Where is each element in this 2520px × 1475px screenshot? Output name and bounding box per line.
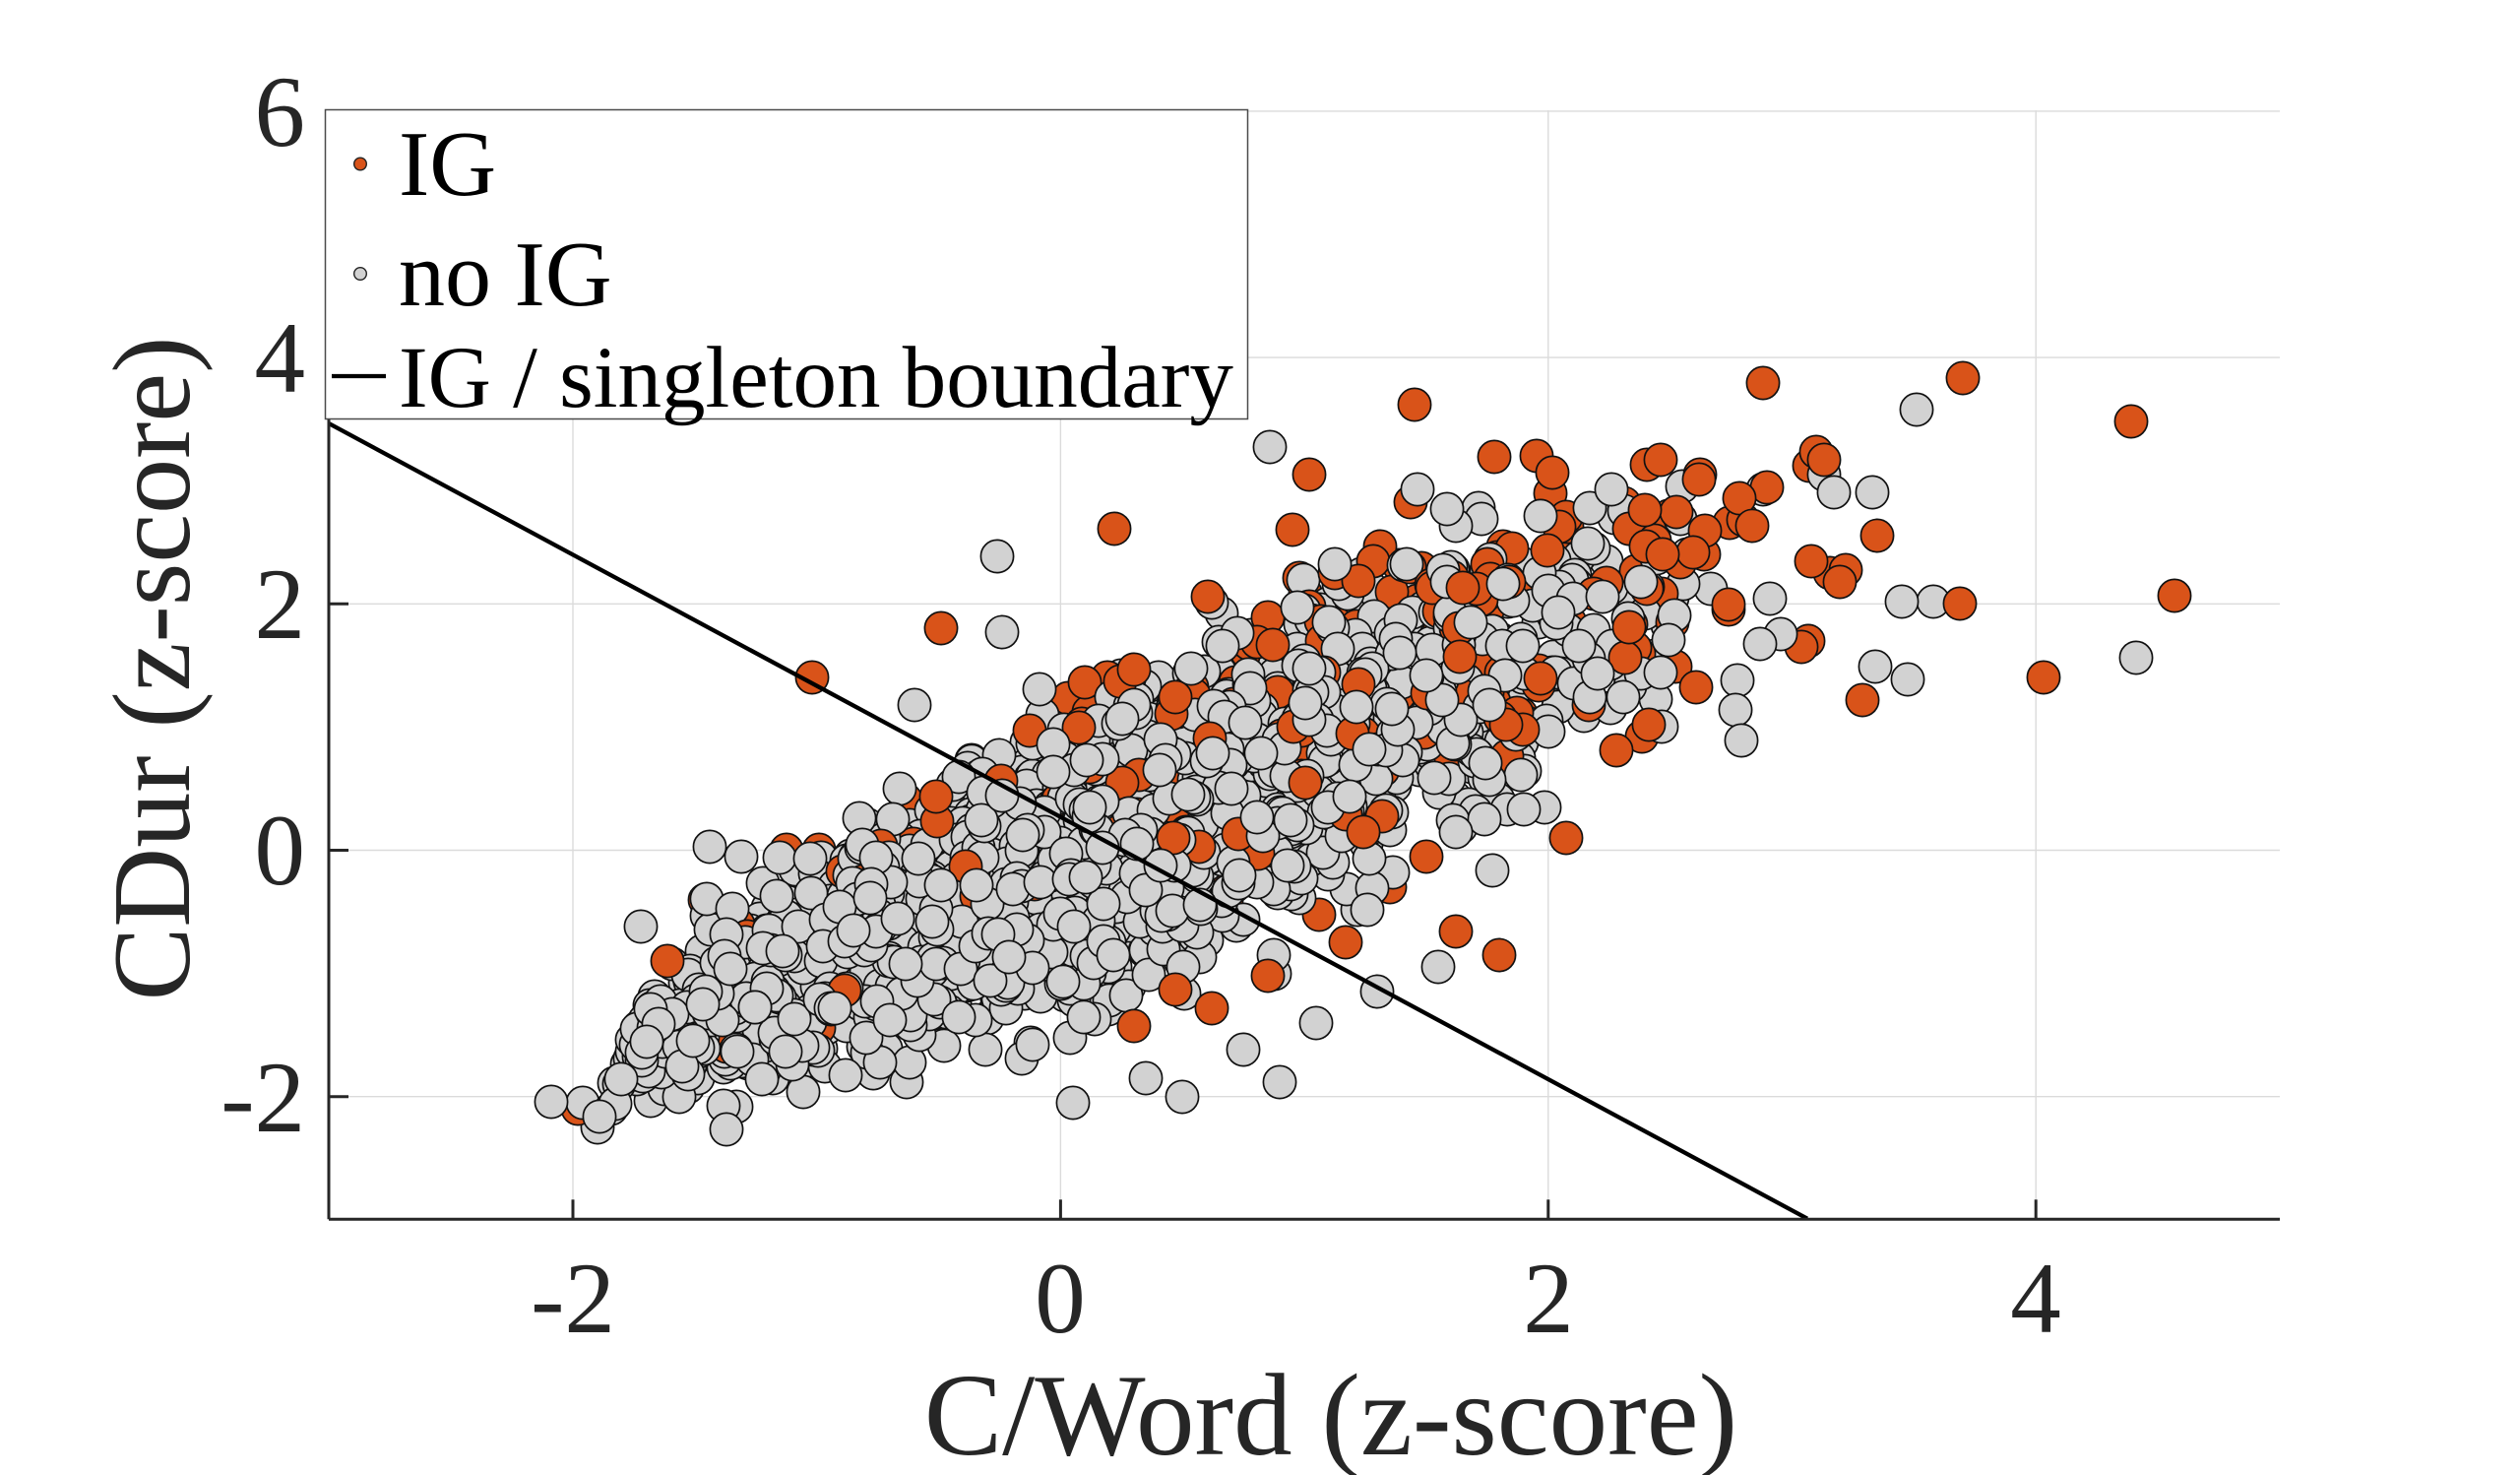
svg-text:CDur (z-score): CDur (z-score): [92, 337, 214, 1001]
svg-text:-2: -2: [531, 1243, 615, 1355]
svg-text:no IG: no IG: [399, 224, 612, 326]
svg-text:IG / singleton boundary: IG / singleton boundary: [399, 330, 1233, 426]
svg-text:-2: -2: [220, 1042, 305, 1154]
svg-text:C/Word (z-score): C/Word (z-score): [924, 1350, 1737, 1475]
svg-text:0: 0: [1035, 1243, 1086, 1355]
svg-text:4: 4: [2010, 1243, 2061, 1355]
svg-text:IG: IG: [399, 113, 496, 216]
svg-text:0: 0: [255, 795, 306, 907]
svg-text:4: 4: [255, 302, 306, 415]
svg-text:2: 2: [1523, 1243, 1574, 1355]
svg-text:2: 2: [255, 548, 306, 661]
svg-text:6: 6: [255, 56, 306, 168]
